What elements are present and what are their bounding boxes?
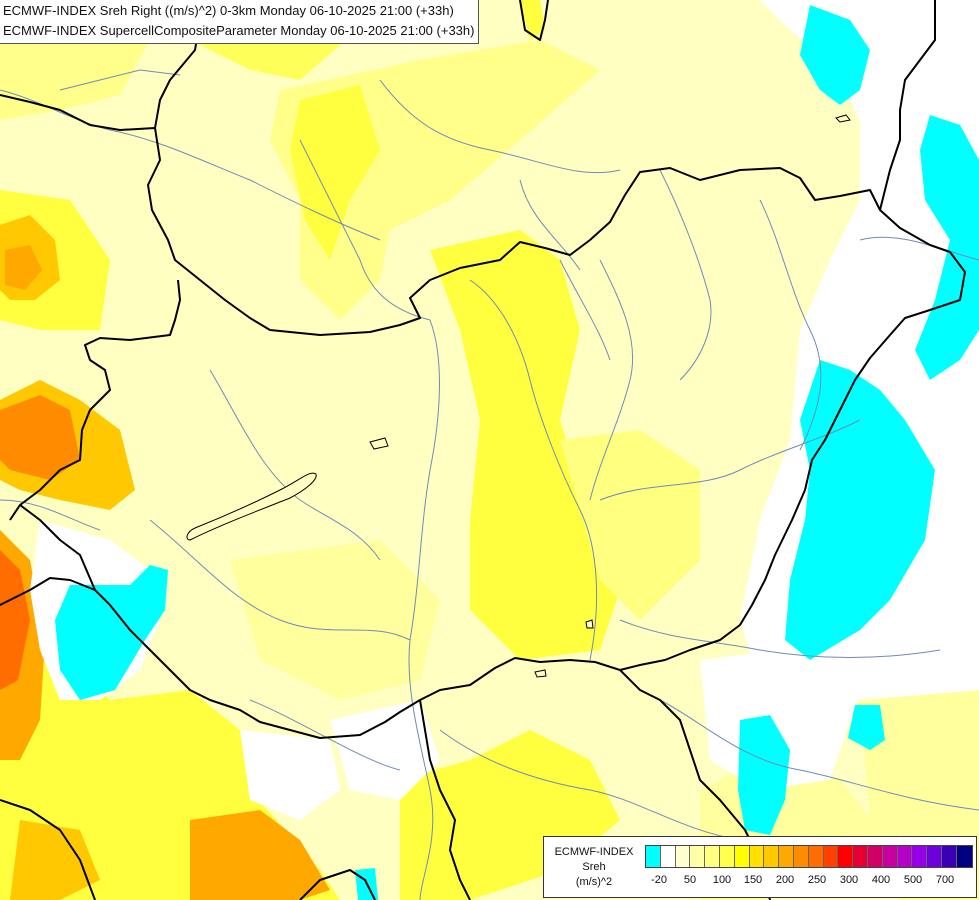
legend-swatch xyxy=(646,846,661,867)
legend-swatch xyxy=(690,846,706,867)
legend-swatch xyxy=(808,846,824,867)
legend-swatch xyxy=(853,846,868,867)
legend-swatch xyxy=(749,846,765,867)
legend-tick-label: 250 xyxy=(807,874,827,886)
legend-tick-label: 150 xyxy=(743,874,763,886)
legend-tick-label: 200 xyxy=(775,874,795,886)
legend-tick-label: 100 xyxy=(712,874,732,886)
legend-swatch xyxy=(941,846,957,867)
legend-swatch xyxy=(779,846,794,867)
helicity-field-negative xyxy=(55,5,979,900)
legend-swatch xyxy=(838,846,854,867)
legend-unit: (m/s)^2 xyxy=(575,876,613,888)
legend-variable: Sreh xyxy=(582,861,606,873)
legend-swatch xyxy=(882,846,898,867)
title-line-scp: ECMWF-INDEX SupercellCompositeParameter … xyxy=(3,23,475,38)
title-line-sreh: ECMWF-INDEX Sreh Right ((m/s)^2) 0-3km M… xyxy=(3,3,454,18)
legend-tick-label: 50 xyxy=(683,874,697,886)
lakes xyxy=(186,114,851,678)
legend-tick-labels: -20 50 100 150 200 250 300 400 500 700 xyxy=(645,874,975,888)
legend-swatch xyxy=(675,846,691,867)
helicity-field-orange xyxy=(0,215,330,900)
legend-title: ECMWF-INDEX xyxy=(554,846,634,858)
legend-swatch xyxy=(734,846,750,867)
color-legend: ECMWF-INDEX Sreh (m/s)^2 -20 50 100 150 200 2… xyxy=(543,836,977,898)
legend-tick-label: 300 xyxy=(839,874,859,886)
legend-tick-label: 400 xyxy=(871,874,891,886)
rivers xyxy=(0,69,979,900)
legend-swatch xyxy=(897,846,913,867)
legend-swatch xyxy=(912,846,928,867)
legend-swatch xyxy=(719,846,735,867)
legend-tick-label: 700 xyxy=(935,874,955,886)
map-titles: ECMWF-INDEX Sreh Right ((m/s)^2) 0-3km M… xyxy=(0,0,480,44)
legend-swatch xyxy=(956,846,972,867)
legend-swatch xyxy=(764,846,780,867)
legend-tick-label: -20 xyxy=(651,874,667,886)
legend-swatch xyxy=(867,846,883,867)
legend-tick-label: 500 xyxy=(903,874,923,886)
legend-swatch xyxy=(793,846,809,867)
legend-labels: ECMWF-INDEX Sreh (m/s)^2 xyxy=(548,845,640,890)
legend-color-scale xyxy=(645,845,973,868)
legend-swatch xyxy=(823,846,839,867)
legend-swatch xyxy=(705,846,720,867)
legend-swatch xyxy=(927,846,942,867)
legend-swatch xyxy=(660,846,676,867)
